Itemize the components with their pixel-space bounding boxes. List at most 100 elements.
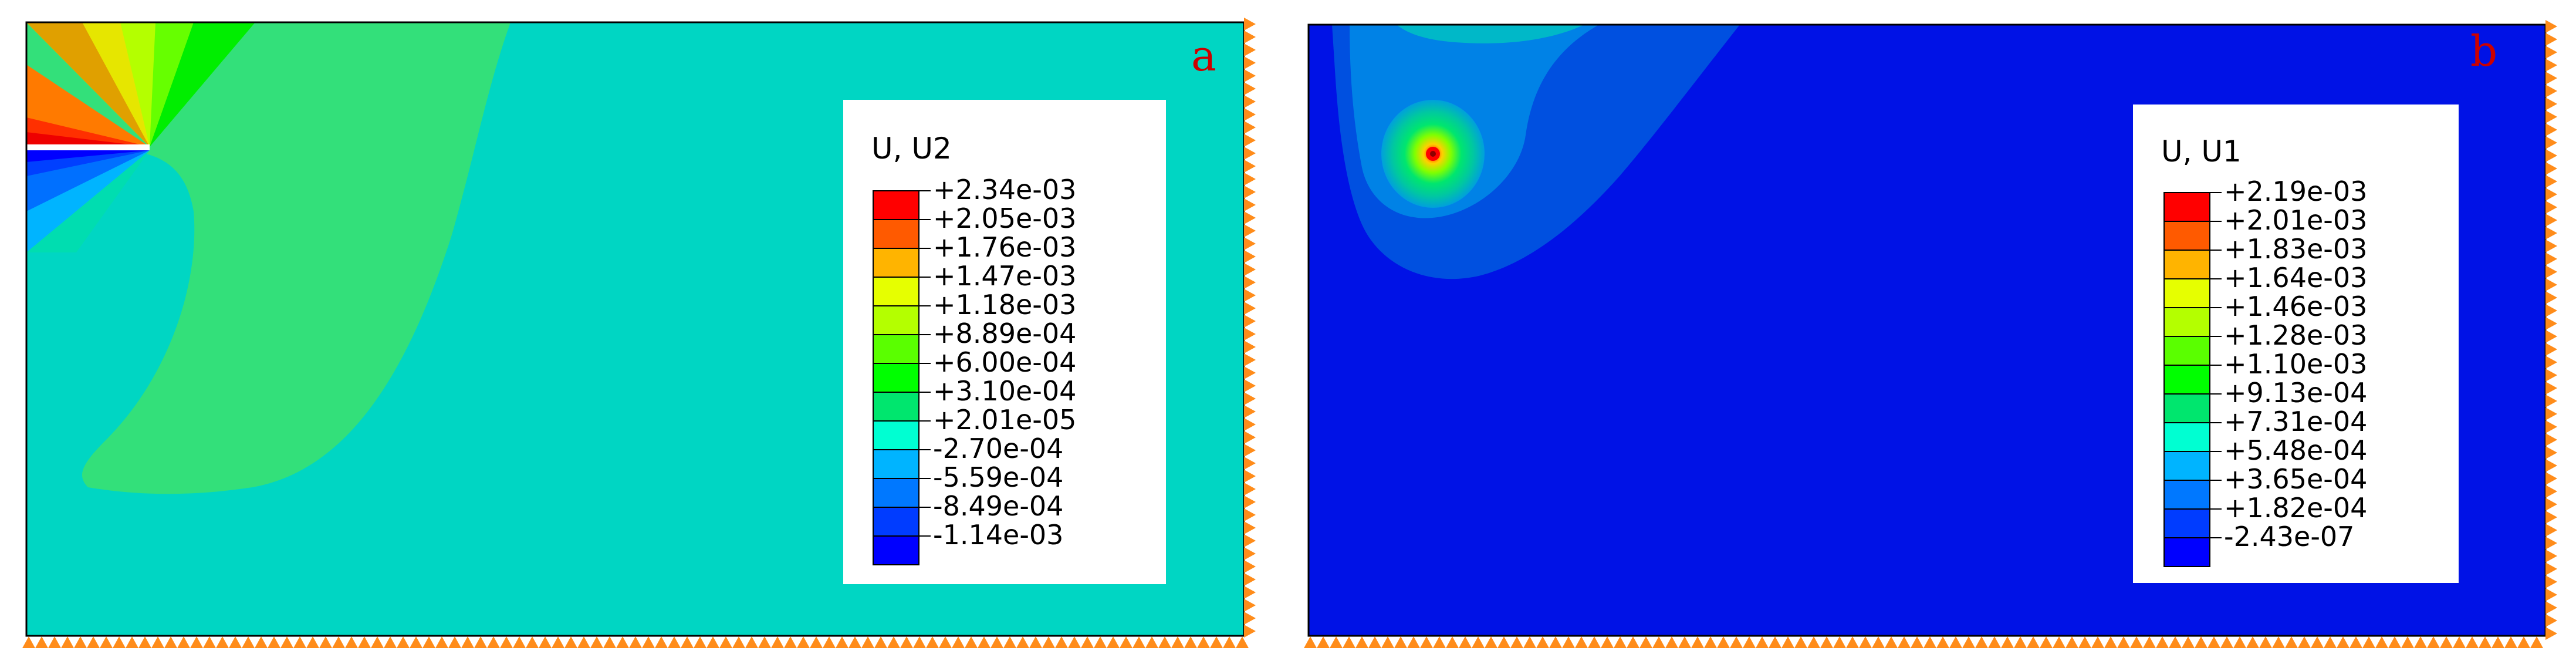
bc-triangle bbox=[1244, 586, 1256, 599]
bc-triangle bbox=[810, 636, 823, 648]
legend-b: U, U1 +2.19e-03+2.01e-03+1.83e-03+1.64e-… bbox=[2133, 105, 2459, 583]
bc-triangle bbox=[1510, 636, 1523, 648]
bc-triangle bbox=[2156, 636, 2169, 648]
bc-triangle bbox=[2545, 149, 2557, 162]
bc-triangle bbox=[1485, 636, 1497, 648]
bc-triangle bbox=[2517, 636, 2530, 648]
bc-triangle bbox=[255, 636, 268, 648]
legend-value-label: +8.89e-04 bbox=[933, 318, 1076, 349]
bc-triangle bbox=[990, 636, 1003, 648]
bc-triangle bbox=[926, 636, 939, 648]
bc-triangle bbox=[694, 636, 706, 648]
legend-swatch bbox=[873, 305, 919, 335]
bc-triangle bbox=[2545, 162, 2557, 175]
legend-swatch bbox=[873, 248, 919, 278]
bc-triangle bbox=[874, 636, 887, 648]
legend-swatch bbox=[2163, 250, 2210, 279]
legend-a: U, U2 +2.34e-03+2.05e-03+1.76e-03+1.47e-… bbox=[843, 100, 1166, 584]
bc-triangle bbox=[2388, 636, 2401, 648]
bc-triangle bbox=[229, 636, 242, 648]
bc-triangle bbox=[1459, 636, 1472, 648]
bc-triangle bbox=[1743, 636, 1756, 648]
bc-triangle bbox=[2014, 636, 2027, 648]
bc-triangle bbox=[2545, 407, 2557, 420]
legend-value-label: +3.65e-04 bbox=[2224, 463, 2367, 495]
bc-triangle bbox=[100, 636, 113, 648]
bc-triangle bbox=[2545, 627, 2557, 640]
crack-line bbox=[26, 144, 150, 150]
panel-a: a U, U2 +2.34e-03+2.05e-03+1.76e-03+1.47… bbox=[22, 18, 1256, 648]
bc-triangle bbox=[280, 636, 293, 648]
bc-triangle bbox=[2169, 636, 2182, 648]
bc-triangle bbox=[1244, 534, 1256, 547]
bc-triangle bbox=[293, 636, 306, 648]
bc-triangle bbox=[2545, 472, 2557, 485]
bc-triangle bbox=[1244, 470, 1256, 483]
bc-triangle bbox=[1236, 636, 1249, 648]
bc-triangle bbox=[61, 636, 74, 648]
bc-triangle bbox=[978, 636, 990, 648]
bc-triangle bbox=[1244, 211, 1256, 224]
bc-triangle bbox=[487, 636, 500, 648]
bc-triangle bbox=[2545, 382, 2557, 395]
bc-triangle bbox=[2545, 291, 2557, 304]
bc-triangle bbox=[203, 636, 216, 648]
bc-triangle bbox=[1368, 636, 1381, 648]
bc-triangle bbox=[1244, 147, 1256, 160]
bc-triangle bbox=[784, 636, 797, 648]
legend-value-label: -2.43e-07 bbox=[2224, 521, 2354, 552]
bc-triangle bbox=[2375, 636, 2388, 648]
bc-triangle bbox=[1244, 560, 1256, 573]
bc-triangle bbox=[1244, 276, 1256, 289]
bc-triangle bbox=[1244, 160, 1256, 173]
bc-triangle bbox=[2545, 265, 2557, 278]
legend-swatch bbox=[873, 507, 919, 537]
bc-triangle bbox=[2401, 636, 2414, 648]
legend-value-label: +7.31e-04 bbox=[2224, 406, 2367, 437]
legend-swatch bbox=[873, 392, 919, 422]
bc-triangle bbox=[1094, 636, 1107, 648]
bc-triangle bbox=[2362, 636, 2375, 648]
bc-triangle bbox=[2545, 343, 2557, 356]
bc-triangle bbox=[706, 636, 719, 648]
legend-swatch bbox=[873, 334, 919, 364]
bc-triangle bbox=[2053, 636, 2065, 648]
bc-triangle bbox=[1244, 457, 1256, 470]
bc-triangle bbox=[410, 636, 422, 648]
legend-swatch bbox=[2163, 221, 2210, 251]
contour-band-fan-5 bbox=[26, 22, 150, 147]
legend-swatch bbox=[873, 219, 919, 249]
bc-triangle bbox=[2545, 214, 2557, 227]
bc-triangle bbox=[1133, 636, 1145, 648]
bc-triangle bbox=[552, 636, 564, 648]
bc-triangle bbox=[1627, 636, 1639, 648]
legend-value-label: +1.46e-03 bbox=[2224, 291, 2367, 322]
bc-triangle bbox=[1145, 636, 1158, 648]
bc-triangle bbox=[2545, 240, 2557, 252]
bc-triangle bbox=[745, 636, 758, 648]
bc-triangle bbox=[2040, 636, 2053, 648]
bc-triangle bbox=[1158, 636, 1171, 648]
bc-triangle bbox=[1781, 636, 1794, 648]
bc-triangle bbox=[1717, 636, 1730, 648]
bc-triangle bbox=[2091, 636, 2104, 648]
bc-triangle bbox=[2545, 123, 2557, 136]
bc-triangle bbox=[1244, 95, 1256, 108]
bc-triangle bbox=[164, 636, 177, 648]
bc-triangle bbox=[1244, 573, 1256, 586]
bc-triangle bbox=[564, 636, 577, 648]
bc-triangle bbox=[1016, 636, 1029, 648]
legend-swatch bbox=[2163, 422, 2210, 452]
bc-triangle bbox=[913, 636, 926, 648]
bc-triangle bbox=[2440, 636, 2453, 648]
bc-triangle bbox=[1244, 108, 1256, 121]
bc-triangle bbox=[435, 636, 448, 648]
bc-triangle bbox=[1244, 418, 1256, 431]
bc-triangle bbox=[1820, 636, 1833, 648]
bc-triangle bbox=[2246, 636, 2259, 648]
legend-value-label: +1.10e-03 bbox=[2224, 348, 2367, 380]
legend-title-b: U, U1 bbox=[2161, 134, 2242, 168]
contour-band-fan-13 bbox=[26, 150, 150, 252]
bc-triangle bbox=[1885, 636, 1898, 648]
